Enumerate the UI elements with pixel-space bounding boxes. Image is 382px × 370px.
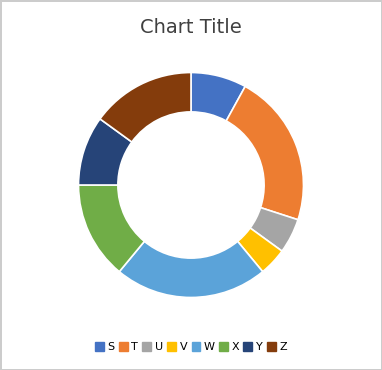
Legend: S, T, U, V, W, X, Y, Z: S, T, U, V, W, X, Y, Z xyxy=(91,337,291,357)
Wedge shape xyxy=(79,119,132,185)
Wedge shape xyxy=(100,73,191,142)
Wedge shape xyxy=(226,87,303,220)
Wedge shape xyxy=(79,185,144,272)
Wedge shape xyxy=(191,73,245,121)
Wedge shape xyxy=(119,241,263,297)
Wedge shape xyxy=(250,208,298,251)
Wedge shape xyxy=(238,228,282,272)
Title: Chart Title: Chart Title xyxy=(140,18,242,37)
